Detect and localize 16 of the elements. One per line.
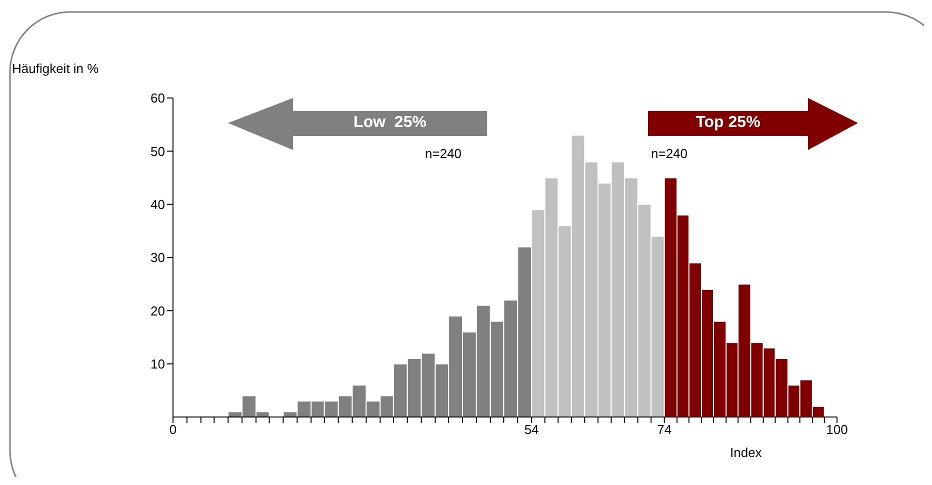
y-tick-label: 50: [150, 144, 165, 159]
annotation: n=240: [651, 146, 688, 161]
x-axis-title: Index: [730, 445, 762, 460]
x-tick-label: 0: [169, 422, 177, 438]
x-tick-label: 74: [657, 422, 672, 438]
y-tick-label: 30: [150, 250, 165, 266]
x-tick-label: 100: [826, 422, 848, 438]
y-tick-label: 40: [150, 196, 165, 212]
annotation: Low 25%: [352, 114, 428, 132]
annotation: Top 25%: [694, 114, 762, 132]
y-tick-label: 10: [150, 356, 165, 372]
annotation: n=240: [425, 146, 462, 161]
x-tick-label: 54: [524, 422, 539, 438]
y-tick-label: 60: [150, 90, 165, 106]
y-tick-label: 20: [150, 303, 165, 318]
y-axis-title: Häufigkeit in %: [12, 61, 99, 76]
